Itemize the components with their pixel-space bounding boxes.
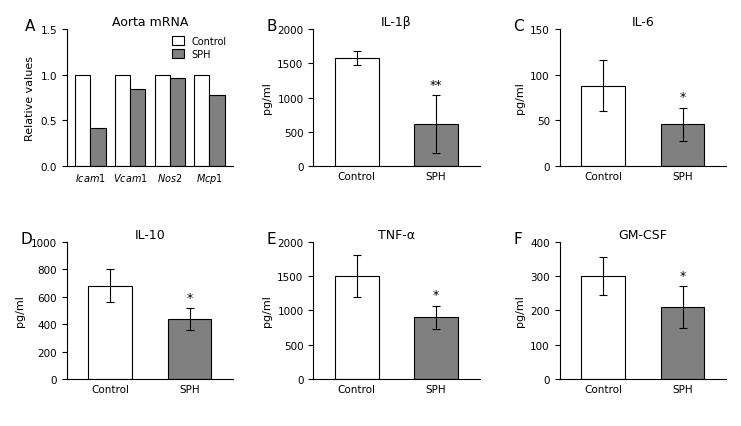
Legend: Control, SPH: Control, SPH	[170, 35, 228, 61]
Text: **: **	[430, 79, 442, 92]
Bar	[661, 307, 705, 379]
Y-axis label: pg/ml: pg/ml	[514, 82, 525, 114]
Bar	[414, 317, 458, 379]
Bar	[88, 286, 132, 379]
Bar	[661, 125, 705, 167]
Y-axis label: pg/ml: pg/ml	[16, 295, 25, 327]
Bar	[335, 276, 379, 379]
Bar	[76, 75, 90, 167]
Title: Aorta mRNA: Aorta mRNA	[112, 16, 188, 29]
Bar	[335, 59, 379, 167]
Text: A: A	[25, 19, 36, 34]
Y-axis label: pg/ml: pg/ml	[262, 82, 272, 114]
Bar	[167, 319, 211, 379]
Bar	[155, 75, 170, 167]
Y-axis label: pg/ml: pg/ml	[262, 295, 272, 327]
Title: IL-1β: IL-1β	[381, 16, 412, 29]
Title: GM-CSF: GM-CSF	[619, 228, 668, 241]
Text: *: *	[679, 91, 685, 104]
Bar	[170, 79, 185, 167]
Bar	[115, 75, 130, 167]
Bar	[414, 125, 458, 167]
Y-axis label: Relative values: Relative values	[24, 56, 35, 141]
Title: IL-10: IL-10	[135, 228, 165, 241]
Bar	[194, 75, 210, 167]
Text: *: *	[433, 289, 439, 302]
Text: *: *	[679, 270, 685, 282]
Title: TNF-α: TNF-α	[378, 228, 415, 241]
Title: IL-6: IL-6	[631, 16, 654, 29]
Bar	[582, 276, 625, 379]
Text: F: F	[513, 231, 522, 246]
Text: B: B	[267, 19, 277, 34]
Y-axis label: pg/ml: pg/ml	[515, 295, 525, 327]
Text: C: C	[513, 19, 524, 34]
Bar	[90, 129, 105, 167]
Text: E: E	[267, 231, 276, 246]
Text: *: *	[187, 291, 193, 304]
Bar	[210, 95, 225, 167]
Text: D: D	[20, 231, 32, 246]
Bar	[582, 86, 625, 167]
Bar	[130, 90, 145, 167]
